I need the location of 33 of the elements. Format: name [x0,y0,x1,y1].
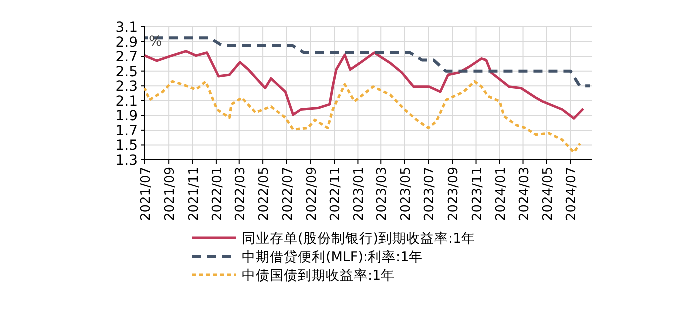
x-tick-label: 2024/07 [564,167,580,222]
y-tick-label: 1.7 [116,123,138,140]
x-tick-label: 2024/03 [517,167,532,222]
legend-label: 中债国债到期收益率:1年 [242,268,396,284]
y-axis-title: % [149,34,162,50]
x-tick-label: 2023/05 [398,167,414,222]
x-tick-label: 2022/11 [328,167,344,222]
x-tick-label: 2021/09 [163,167,178,222]
x-tick-label: 2022/07 [280,167,296,222]
x-tick-label: 2023/01 [352,167,368,222]
x-tick-label: 2022/09 [304,167,320,222]
x-tick-label: 2021/07 [139,167,154,222]
y-tick-label: 2.1 [116,94,138,110]
x-tick-label: 2023/03 [375,167,390,222]
x-tick-label: 2022/05 [257,167,272,222]
y-tick-label: 1.9 [116,108,138,125]
y-tick-label: 3.1 [116,20,138,36]
y-tick-label: 2.3 [116,79,138,96]
legend-label: 中期借贷便利(MLF):利率:1年 [242,250,424,266]
x-tick-label: 2023/07 [422,167,438,222]
x-tick-label: 2023/09 [446,167,462,222]
y-tick-label: 2.7 [116,50,138,66]
x-tick-label: 2022/01 [210,167,226,222]
x-tick-label: 2023/11 [470,167,486,222]
x-tick-label: 2024/01 [494,167,509,222]
x-tick-label: 2024/05 [540,167,556,222]
y-tick-label: 1.3 [116,153,138,169]
legend-label: 同业存单(股份制银行)到期收益率:1年 [242,231,476,247]
x-tick-label: 2022/03 [233,167,248,222]
y-tick-label: 2.5 [116,64,138,80]
y-tick-label: 2.9 [116,34,138,51]
y-tick-label: 1.5 [116,138,138,154]
x-tick-label: 2021/11 [186,167,202,222]
